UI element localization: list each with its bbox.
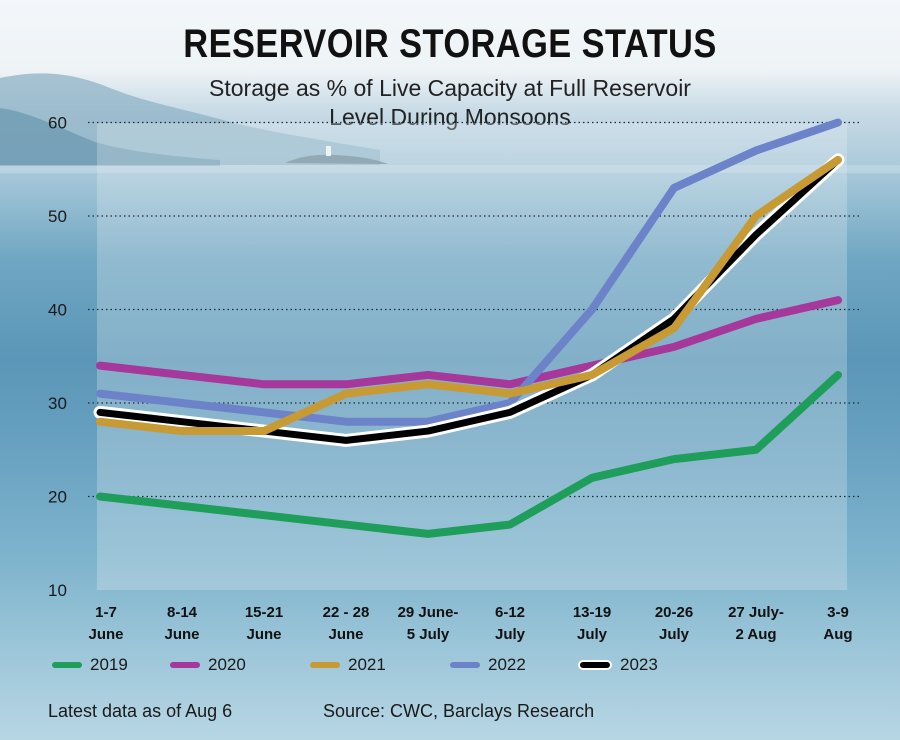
x-tick-label: 27 July- 2 Aug	[728, 604, 784, 643]
x-tick-label-line: 8-14	[167, 604, 198, 621]
subtitle-line-2: Level During Monsoons	[329, 104, 571, 130]
y-tick-label-50: 50	[48, 207, 67, 226]
x-tick-label: 20-26 July	[655, 604, 693, 643]
legend-swatch-2022	[450, 662, 480, 668]
series-line-2021	[96, 155, 842, 436]
x-tick-label: 22 - 28 June	[323, 604, 370, 643]
chart-title: RESERVOIR STORAGE STATUS	[183, 22, 717, 66]
x-tick-label-line: July	[495, 626, 526, 643]
y-tick-label-40: 40	[48, 301, 67, 320]
x-tick-label-line: 29 June-	[398, 604, 459, 621]
x-tick-label-line: 5 July	[407, 626, 450, 643]
x-tick-label: 8-14 June	[164, 604, 199, 643]
x-tick-label-line: 22 - 28	[323, 604, 370, 621]
x-tick-label-line: June	[164, 626, 199, 643]
legend-label-2019: 2019	[90, 655, 128, 674]
x-tick-label: 13-19 July	[573, 604, 611, 643]
x-tick-label: 29 June- 5 July	[398, 604, 459, 643]
legend-label-2022: 2022	[488, 655, 526, 674]
x-tick-label-line: 1-7	[95, 604, 117, 621]
x-tick-label-line: July	[659, 626, 690, 643]
legend-swatch-2019	[52, 662, 82, 668]
x-tick-label: 1-7 June	[88, 604, 123, 643]
legend-label-2020: 2020	[208, 655, 246, 674]
x-tick-label: 6-12 July	[495, 604, 526, 643]
x-tick-label-line: June	[328, 626, 363, 643]
legend: 2019 2020 2021 2022 2023	[52, 652, 872, 678]
y-tick-label-60: 60	[48, 114, 67, 133]
y-tick-label-30: 30	[48, 394, 67, 413]
y-tick-label-10: 10	[48, 581, 67, 600]
mountain-silhouette-near	[0, 108, 220, 166]
x-tick-label: 15-21 June	[245, 604, 283, 643]
chart-subtitle: Storage as % of Live Capacity at Full Re…	[150, 74, 750, 132]
gridlines	[88, 121, 862, 498]
x-tick-label-line: 3-9	[827, 604, 849, 621]
lighthouse	[326, 146, 331, 156]
island-silhouette	[285, 154, 388, 164]
series-lines	[93, 118, 845, 538]
footnote-latest-data: Latest data as of Aug 6	[48, 701, 233, 721]
footnote-source: Source: CWC, Barclays Research	[323, 701, 595, 721]
legend-swatch-2023	[578, 660, 612, 670]
y-tick-label-20: 20	[48, 488, 67, 507]
legend-label-2023: 2023	[620, 655, 658, 674]
series-line-2019	[96, 370, 842, 538]
series-line-2022	[96, 118, 842, 426]
sea-haze	[0, 165, 900, 173]
legend-swatch-2020	[170, 662, 200, 668]
x-tick-label-line: June	[246, 626, 281, 643]
series-line-2020	[96, 296, 842, 389]
x-tick-label-line: Aug	[823, 626, 852, 643]
x-axis: 1-7 June 8-14 June 15-21 June 22 - 28 June 29 Ju…	[88, 604, 852, 643]
y-axis: 10 20 30 40 50 60	[48, 114, 67, 601]
x-tick-label-line: 20-26	[655, 604, 693, 621]
legend-item-2020: 2020	[170, 652, 246, 678]
legend-item-2023: 2023	[578, 652, 658, 678]
legend-item-2022: 2022	[450, 652, 526, 678]
x-tick-label-line: 27 July-	[728, 604, 784, 621]
x-tick-label-line: June	[88, 626, 123, 643]
legend-swatch-2021	[310, 662, 340, 668]
legend-item-2021: 2021	[310, 652, 386, 678]
plot-area-panel	[97, 123, 847, 590]
x-tick-label-line: July	[577, 626, 608, 643]
x-tick-label-line: 2 Aug	[735, 626, 776, 643]
x-tick-label-line: 15-21	[245, 604, 283, 621]
x-tick-label: 3-9 Aug	[823, 604, 852, 643]
x-tick-label-line: 13-19	[573, 604, 611, 621]
subtitle-line-1: Storage as % of Live Capacity at Full Re…	[209, 75, 691, 101]
legend-label-2021: 2021	[348, 655, 386, 674]
legend-item-2019: 2019	[52, 652, 128, 678]
x-tick-label-line: 6-12	[495, 604, 525, 621]
